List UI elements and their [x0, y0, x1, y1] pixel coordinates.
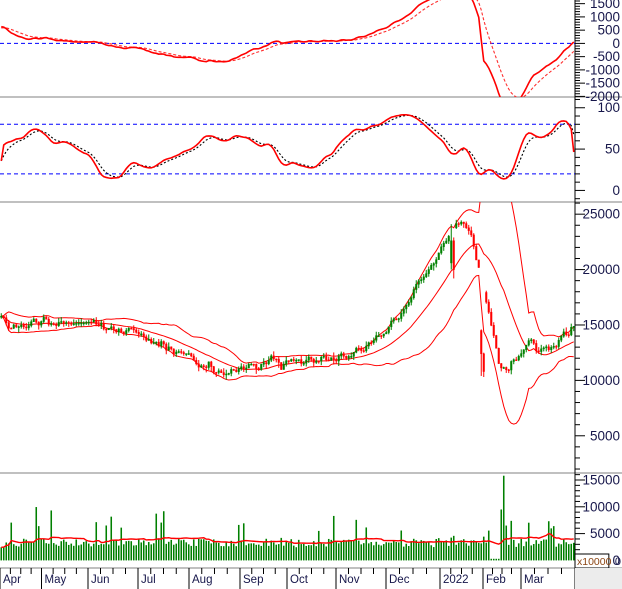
svg-text:1000: 1000: [590, 9, 620, 24]
svg-text:Jun: Jun: [91, 574, 110, 586]
svg-text:100: 100: [597, 100, 620, 115]
svg-text:25000: 25000: [582, 207, 620, 222]
svg-text:x10000: x10000: [577, 556, 612, 568]
svg-text:Nov: Nov: [339, 574, 360, 586]
svg-text:0: 0: [612, 36, 620, 51]
svg-text:-1000: -1000: [585, 62, 620, 77]
svg-text:0: 0: [615, 556, 621, 568]
svg-text:15000: 15000: [582, 317, 620, 332]
svg-text:5000: 5000: [590, 526, 620, 541]
svg-text:Apr: Apr: [3, 574, 21, 586]
svg-text:Feb: Feb: [486, 574, 506, 586]
svg-text:20000: 20000: [582, 262, 620, 277]
svg-text:15000: 15000: [582, 473, 620, 488]
svg-text:Jul: Jul: [141, 574, 156, 586]
svg-text:Mar: Mar: [524, 574, 544, 586]
svg-text:2022: 2022: [443, 574, 469, 586]
svg-text:-1500: -1500: [585, 76, 620, 91]
svg-text:Oct: Oct: [290, 574, 309, 586]
svg-text:10000: 10000: [582, 499, 620, 514]
svg-text:Dec: Dec: [389, 574, 410, 586]
svg-text:0: 0: [612, 183, 620, 198]
svg-text:10000: 10000: [582, 373, 620, 388]
svg-text:500: 500: [597, 23, 620, 38]
svg-text:-500: -500: [593, 49, 620, 64]
svg-text:1500: 1500: [590, 0, 620, 11]
svg-text:5000: 5000: [590, 428, 620, 443]
svg-text:Sep: Sep: [243, 574, 263, 586]
svg-text:Aug: Aug: [192, 574, 212, 586]
svg-text:50: 50: [605, 142, 620, 157]
svg-text:May: May: [45, 574, 67, 586]
